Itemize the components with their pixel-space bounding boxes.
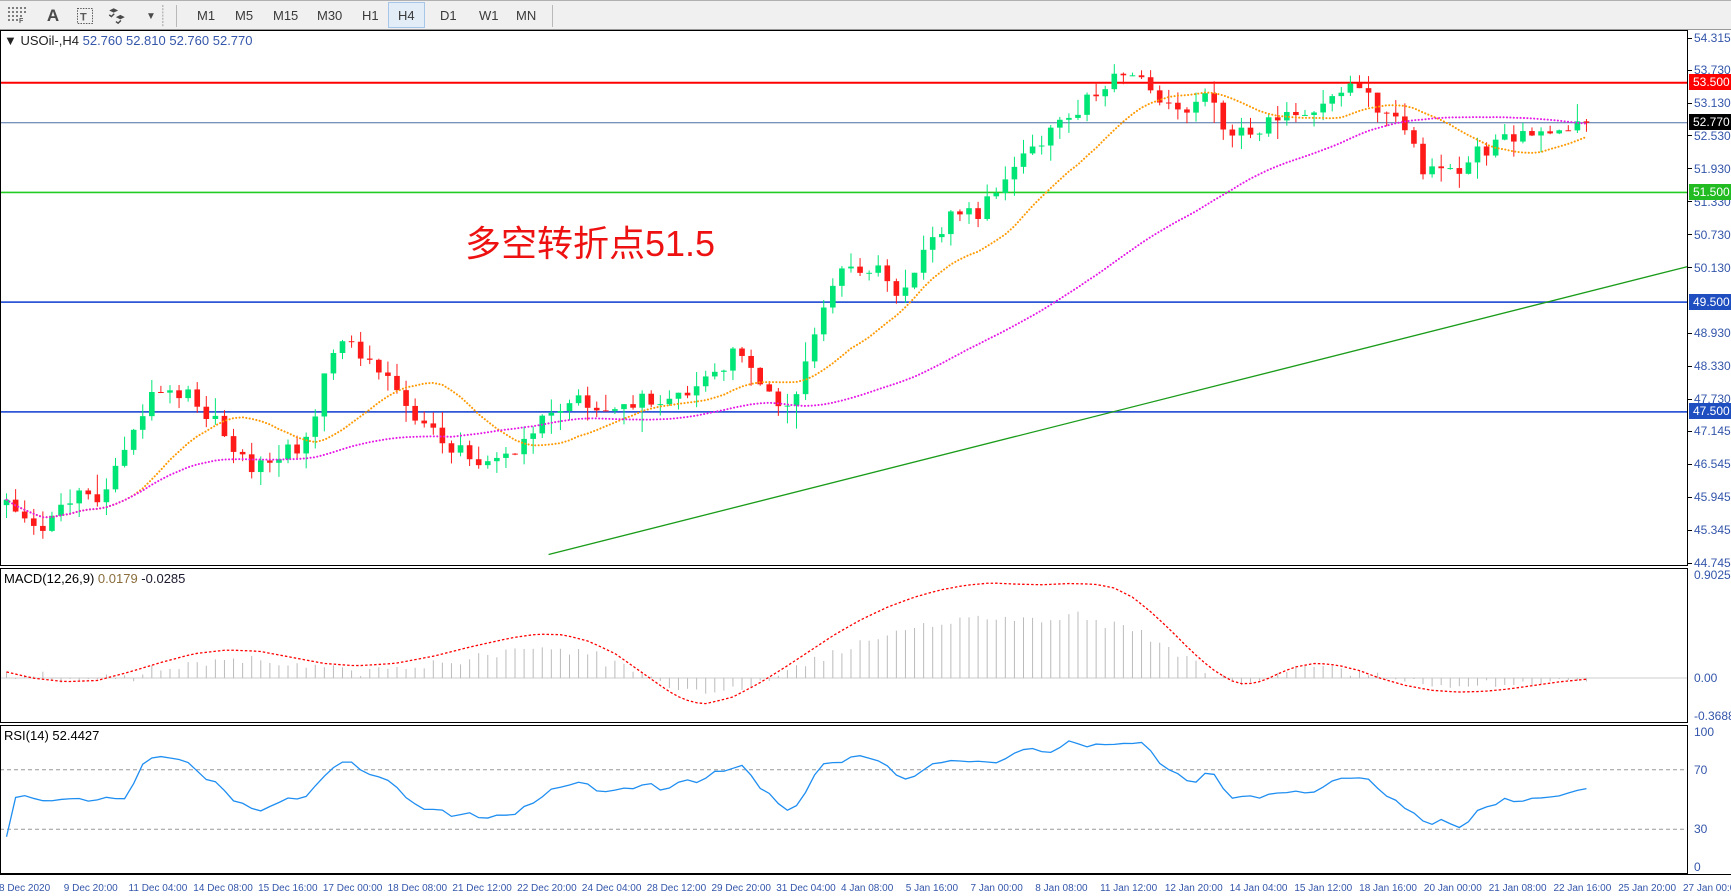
svg-text:T: T [80, 12, 87, 24]
svg-text:F: F [19, 18, 24, 23]
